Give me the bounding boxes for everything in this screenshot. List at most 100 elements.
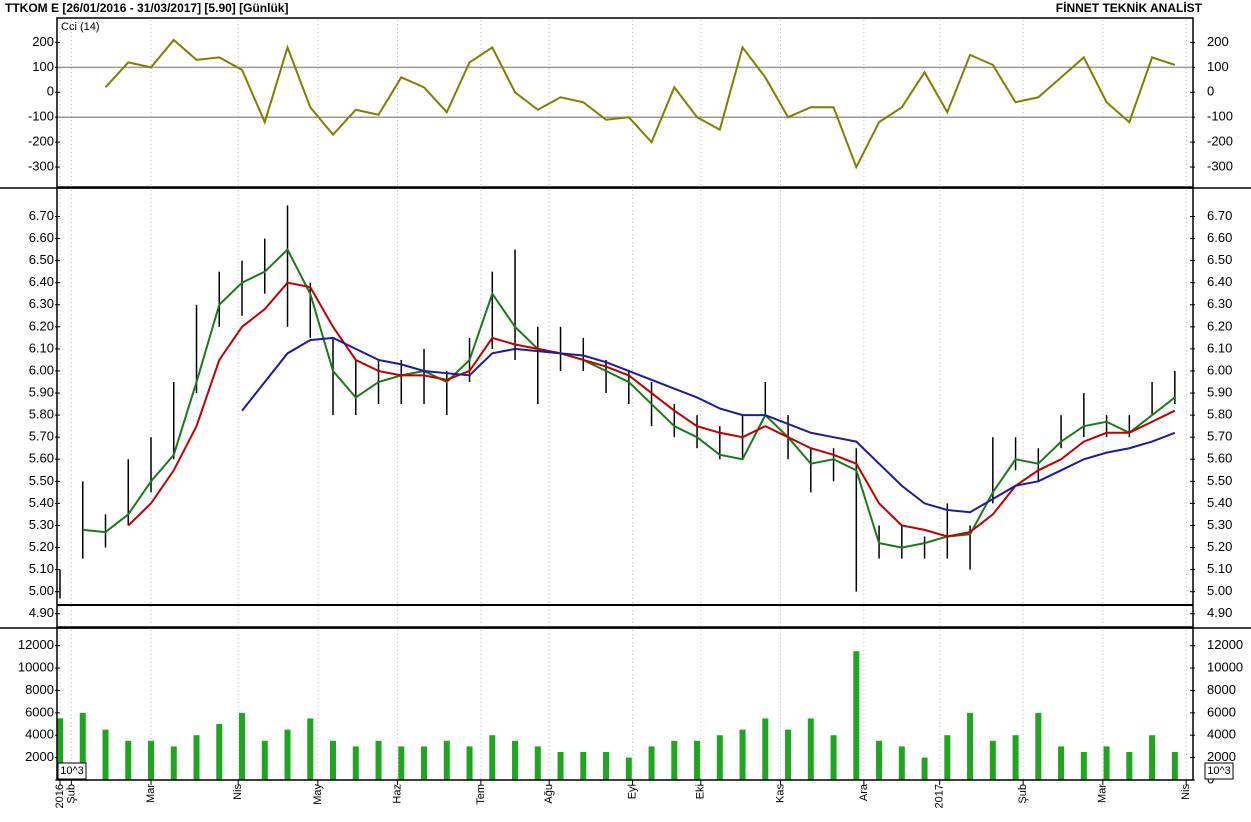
x-tick-label: Haz	[391, 784, 403, 804]
y-tick-label-right: 0	[1207, 84, 1214, 99]
y-tick-label: -100	[28, 109, 54, 124]
y-tick-label: 100	[32, 59, 54, 74]
y-tick-label-right: 6.20	[1207, 318, 1232, 333]
x-tick-label: Mar	[1097, 784, 1109, 803]
y-tick-label-right: 12000	[1207, 637, 1243, 652]
y-tick-label: 5.00	[29, 583, 54, 598]
y-tick-label: 6000	[25, 704, 54, 719]
y-tick-label: 12000	[18, 637, 54, 652]
volume-bar	[921, 757, 928, 780]
y-tick-label: 5.70	[29, 429, 54, 444]
volume-bar	[603, 752, 610, 780]
volume-bar	[694, 740, 701, 780]
y-tick-label-right: 5.80	[1207, 407, 1232, 422]
volume-bar	[193, 735, 200, 780]
y-tick-label-right: 6.50	[1207, 252, 1232, 267]
x-tick-label: Eyl	[626, 784, 638, 799]
volume-bar	[534, 746, 541, 780]
volume-bar	[1035, 712, 1042, 780]
x-tick-label: Ara	[858, 783, 870, 801]
y-tick-label-right: 5.60	[1207, 451, 1232, 466]
y-tick-label-right: 100	[1207, 59, 1229, 74]
volume-bar	[1012, 735, 1019, 780]
chart-title: TTKOM E [26/01/2016 - 31/03/2017] [5.90]…	[5, 1, 288, 15]
volume-bar	[466, 746, 473, 780]
y-tick-label-right: 4.90	[1207, 605, 1232, 620]
y-tick-label: 10000	[18, 659, 54, 674]
volume-bar	[1058, 746, 1065, 780]
volume-bar	[443, 740, 450, 780]
volume-bar	[284, 729, 291, 780]
moving-average	[82, 247, 1176, 549]
y-tick-label: 6.20	[29, 318, 54, 333]
y-tick-label: 6.10	[29, 340, 54, 355]
volume-bar	[57, 718, 63, 780]
y-tick-label-right: 4000	[1207, 727, 1236, 742]
y-tick-label: 6.30	[29, 296, 54, 311]
volume-bar	[421, 746, 428, 780]
volume-bar	[876, 740, 883, 780]
x-tick-label: Tem	[475, 784, 487, 805]
volume-bar	[807, 718, 814, 780]
y-tick-label-right: 6.40	[1207, 274, 1232, 289]
y-tick-label: 8000	[25, 682, 54, 697]
y-tick-label: 5.90	[29, 384, 54, 399]
y-tick-label: 6.50	[29, 252, 54, 267]
y-tick-label-right: 5.90	[1207, 384, 1232, 399]
x-tick-label: Nis	[1180, 784, 1192, 800]
y-tick-label: 6.40	[29, 274, 54, 289]
unit-box	[57, 762, 87, 780]
volume-bar	[148, 740, 155, 780]
unit-label: 10^3	[60, 765, 84, 777]
volume-bar	[398, 746, 405, 780]
y-tick-label-right: 6.10	[1207, 340, 1232, 355]
x-tick-label: 2017	[934, 784, 946, 808]
y-tick-label-right: 5.20	[1207, 539, 1232, 554]
y-tick-label: 0	[47, 84, 54, 99]
y-tick-label-right: 2000	[1207, 749, 1236, 764]
volume-bar	[625, 757, 632, 780]
volume-bar	[716, 735, 723, 780]
volume-bar	[1103, 746, 1110, 780]
moving-average	[241, 336, 1176, 514]
y-tick-label-right: 5.70	[1207, 429, 1232, 444]
x-tick-label: Eki	[695, 784, 707, 799]
x-tick-label: Şub	[65, 784, 77, 804]
y-tick-label-right: 6000	[1207, 704, 1236, 719]
moving-average	[127, 281, 1176, 538]
indicator-label: Cci (14)	[61, 21, 100, 33]
y-tick-label-right: -300	[1207, 158, 1233, 173]
y-tick-label-right: 5.10	[1207, 561, 1232, 576]
y-tick-label: -200	[28, 134, 54, 149]
y-tick-label-right: 6.00	[1207, 362, 1232, 377]
volume-bar	[739, 729, 746, 780]
volume-bar	[239, 712, 246, 780]
volume-bar	[898, 746, 905, 780]
volume-bar	[375, 740, 382, 780]
y-tick-label: 5.20	[29, 539, 54, 554]
volume-bar	[330, 740, 337, 780]
volume-bar	[580, 752, 587, 780]
volume-bar	[830, 735, 837, 780]
y-tick-label-right: -100	[1207, 109, 1233, 124]
y-tick-label: 200	[32, 34, 54, 49]
volume-bar	[648, 746, 655, 780]
brand: FİNNET TEKNİK ANALİST	[1056, 0, 1203, 15]
volume-bar	[125, 740, 132, 780]
volume-bar	[785, 729, 792, 780]
y-tick-label: 5.10	[29, 561, 54, 576]
x-tick-label: May	[312, 784, 324, 805]
y-tick-label-right: 6.60	[1207, 230, 1232, 245]
y-tick-label-right: 5.00	[1207, 583, 1232, 598]
volume-bar	[762, 718, 769, 780]
volume-bar	[170, 746, 177, 780]
x-tick-label: Kas	[774, 784, 786, 803]
volume-bar	[989, 740, 996, 780]
volume-bar	[512, 740, 519, 780]
x-tick-label: 2016	[54, 784, 66, 808]
y-tick-label: 4.90	[29, 605, 54, 620]
x-tick-label: Ağu	[543, 784, 555, 804]
volume-bar	[557, 752, 564, 780]
y-tick-label: 5.40	[29, 495, 54, 510]
y-tick-label-right: 6.30	[1207, 296, 1232, 311]
